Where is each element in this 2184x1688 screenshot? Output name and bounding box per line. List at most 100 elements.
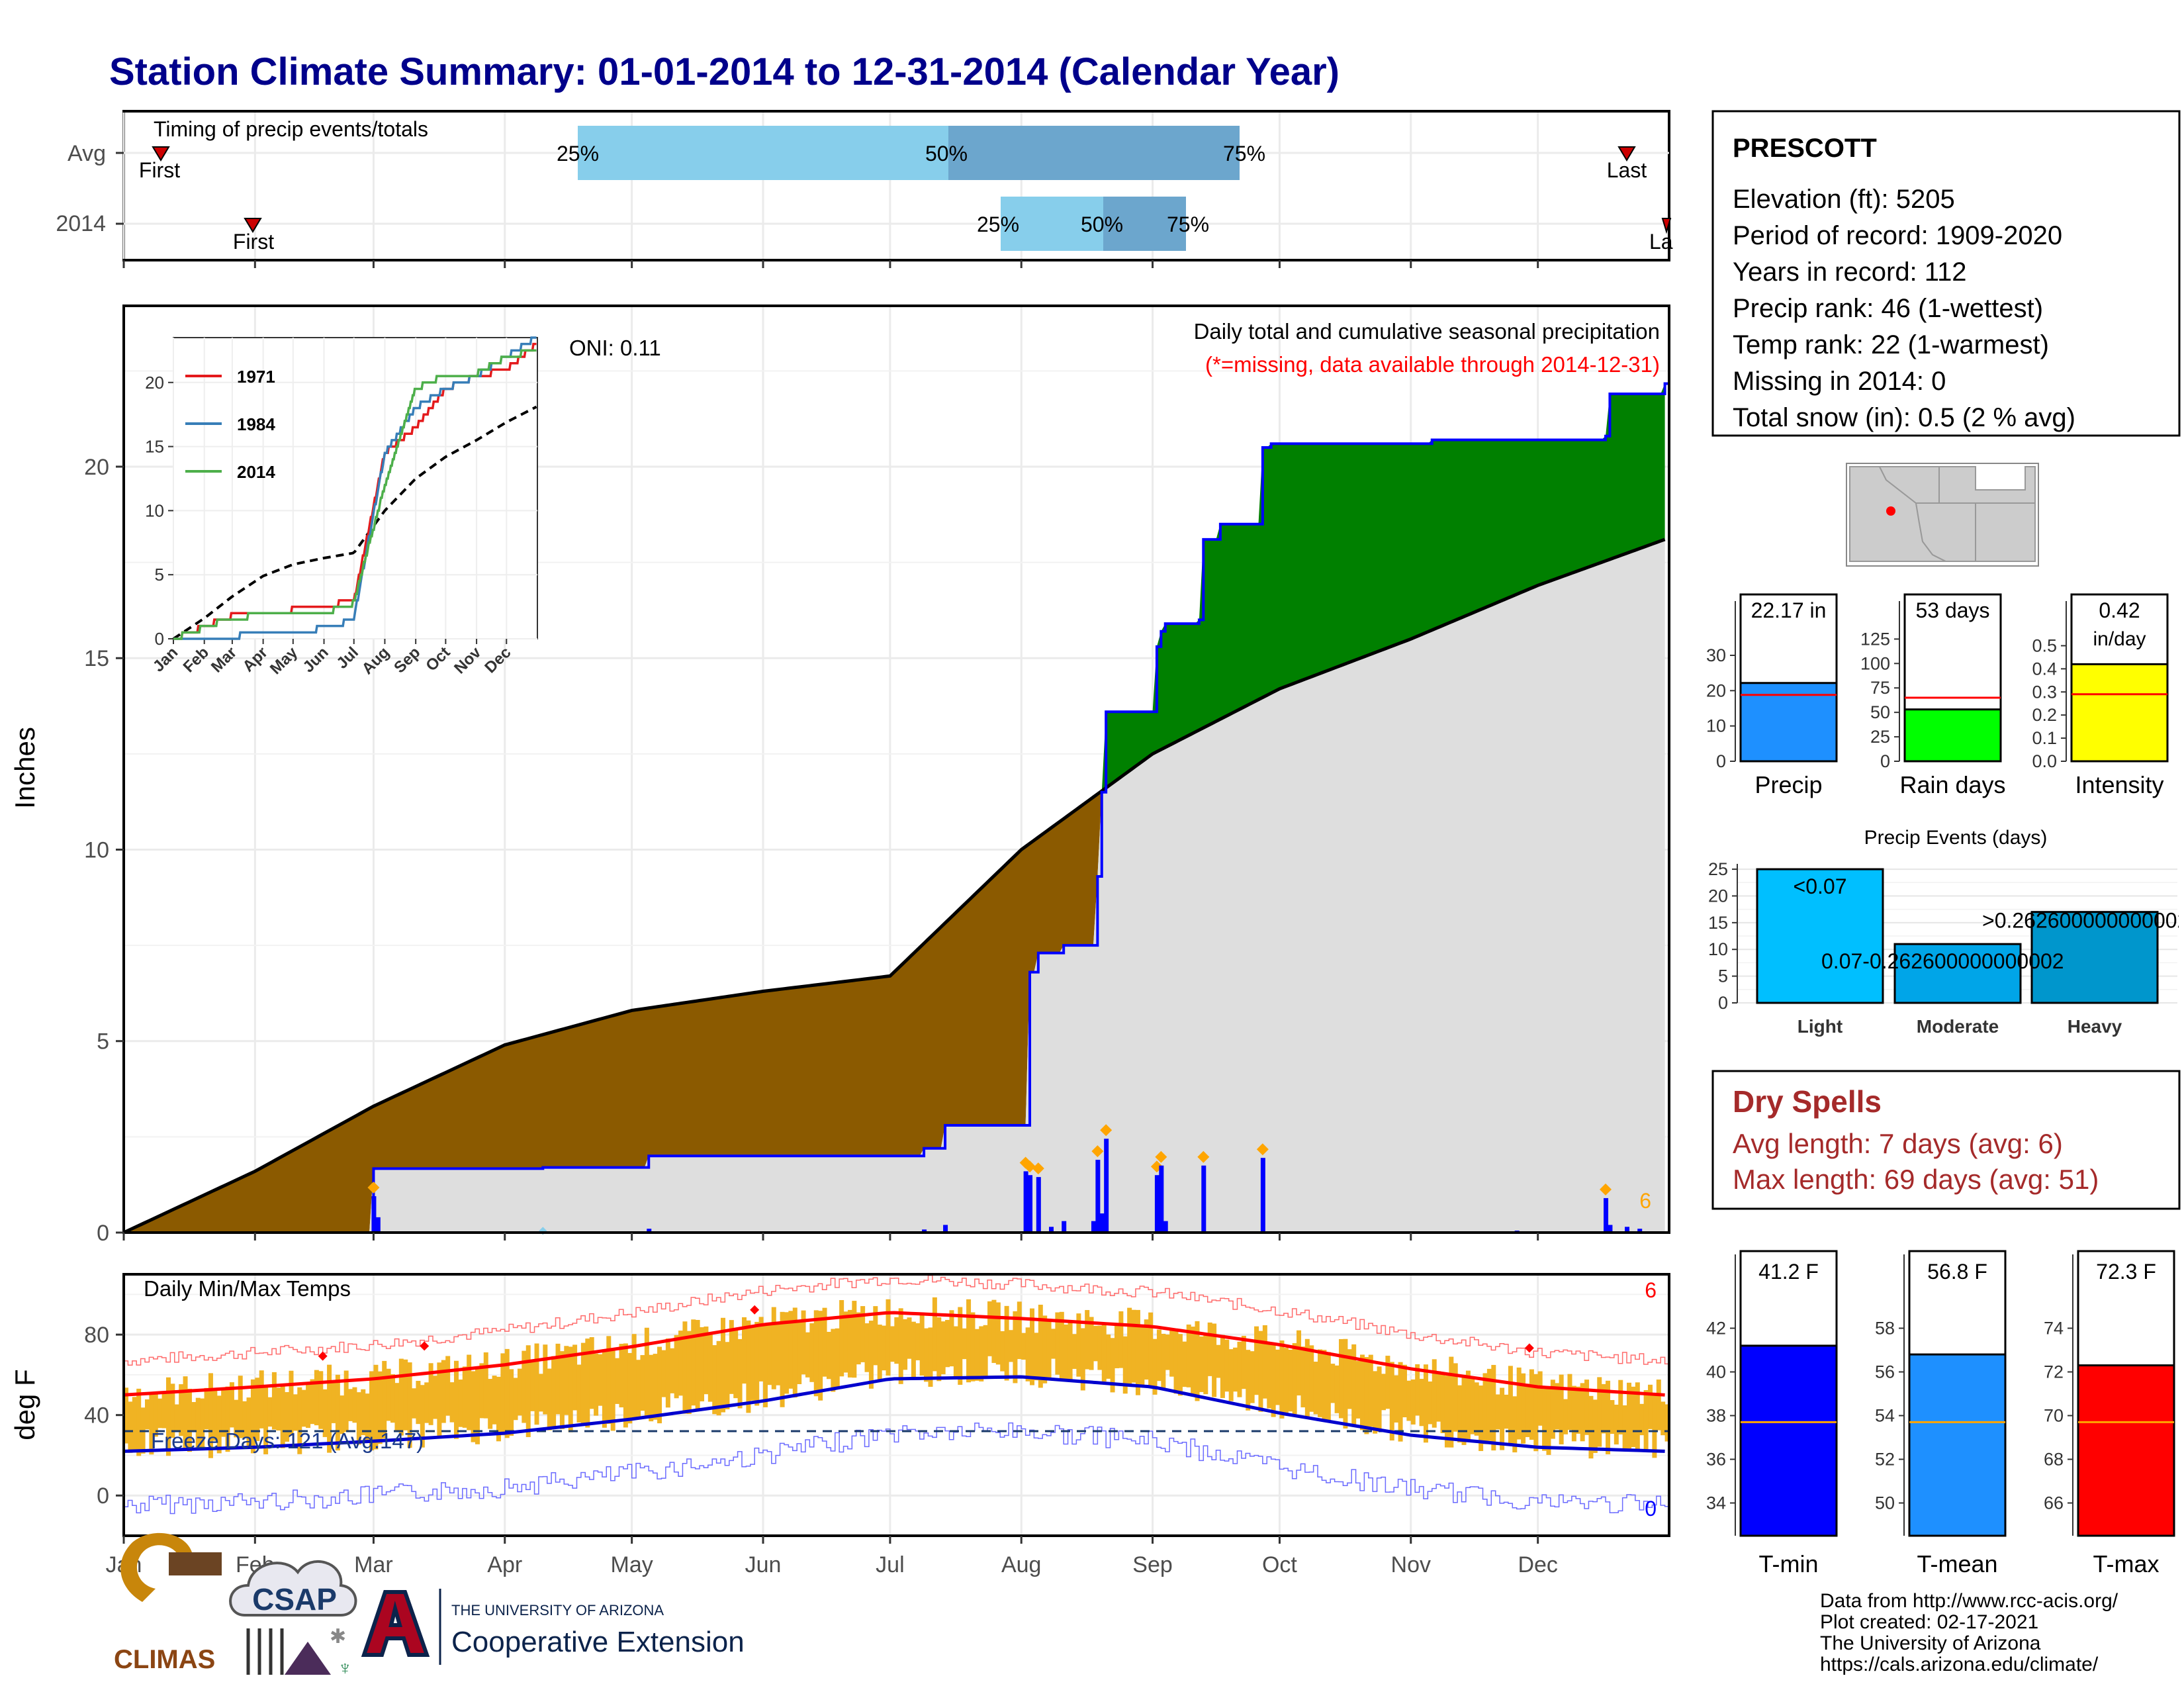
mini-ytick-label: 50 bbox=[1870, 702, 1890, 722]
mini-value: 53 days bbox=[1915, 598, 1989, 622]
precip-ytick-label: 10 bbox=[84, 837, 109, 863]
temp-daily-bar bbox=[1398, 1362, 1403, 1442]
temp-daily-bar bbox=[153, 1392, 158, 1437]
temp-daily-bar bbox=[649, 1354, 654, 1422]
temp-daily-bar bbox=[369, 1371, 375, 1451]
temp-daily-bar bbox=[496, 1376, 501, 1442]
temp-daily-bar bbox=[208, 1373, 213, 1458]
temp-daily-bar bbox=[1643, 1390, 1649, 1450]
temp-record-min-line bbox=[124, 1422, 1669, 1515]
temp-daily-bar bbox=[1241, 1335, 1246, 1389]
temp-daily-bar bbox=[767, 1323, 772, 1385]
timing-2014-q50: 50% bbox=[1081, 212, 1123, 236]
temp-daily-bar bbox=[314, 1370, 319, 1426]
temp-daily-bar bbox=[691, 1319, 696, 1406]
temp-daily-bar bbox=[686, 1331, 692, 1415]
temp-daily-bar bbox=[915, 1323, 921, 1360]
temp-daily-bar bbox=[1000, 1331, 1005, 1372]
temp-daily-bar bbox=[356, 1392, 361, 1445]
temp-daily-bar bbox=[1071, 1334, 1077, 1369]
temp-daily-bar bbox=[945, 1319, 950, 1368]
temp-daily-bar bbox=[1436, 1371, 1441, 1422]
temp-daily-bar bbox=[492, 1376, 497, 1425]
precip-daily-bar bbox=[1023, 1171, 1028, 1233]
temp-daily-bar bbox=[1555, 1383, 1560, 1430]
temp-daily-bar bbox=[746, 1320, 751, 1413]
temp-daily-bar bbox=[1486, 1368, 1492, 1441]
csap-rain bbox=[246, 1628, 284, 1675]
tbar-ytick-label: 40 bbox=[1706, 1362, 1726, 1382]
temp-daily-bar bbox=[522, 1350, 527, 1423]
temp-daily-bar bbox=[636, 1360, 641, 1417]
temp-daily-bar bbox=[1013, 1311, 1018, 1383]
temp-daily-bar bbox=[576, 1364, 582, 1423]
temp-daily-bar bbox=[962, 1328, 967, 1360]
temp-daily-bar bbox=[398, 1358, 404, 1436]
temp-daily-bar bbox=[1334, 1365, 1340, 1413]
temp-daily-bar bbox=[594, 1353, 599, 1416]
temp-daily-bar bbox=[670, 1348, 675, 1393]
footer-line-4: https://cals.arizona.edu/climate/ bbox=[1820, 1654, 2099, 1675]
temp-daily-bar bbox=[1275, 1349, 1281, 1405]
temp-daily-bar bbox=[695, 1319, 700, 1410]
temp-daily-bar bbox=[580, 1342, 586, 1426]
month-label-oct: Oct bbox=[1262, 1552, 1297, 1577]
temp-daily-bar bbox=[882, 1325, 887, 1371]
precip-ytick-label: 15 bbox=[84, 646, 109, 671]
temp-daily-bar bbox=[204, 1387, 209, 1430]
temp-daily-bar bbox=[974, 1329, 979, 1381]
events-label-moderate: 0.07-0.262600000000002 bbox=[1821, 949, 2064, 973]
temp-daily-bar bbox=[1546, 1388, 1551, 1455]
temp-ytick-label: 40 bbox=[84, 1403, 109, 1429]
temp-record-max-line bbox=[124, 1274, 1669, 1366]
temp-daily-bar bbox=[1355, 1361, 1361, 1419]
month-label-apr: Apr bbox=[487, 1552, 522, 1577]
temp-daily-bar bbox=[1381, 1374, 1386, 1411]
temp-daily-bar bbox=[534, 1343, 539, 1425]
temp-daily-bar bbox=[831, 1329, 836, 1392]
tbar-ytick-label: 34 bbox=[1706, 1493, 1726, 1513]
temp-daily-bar bbox=[983, 1325, 988, 1378]
climas-block bbox=[169, 1552, 222, 1575]
temp-daily-bar bbox=[1233, 1347, 1238, 1392]
temp-panel-frame bbox=[122, 1273, 1670, 1537]
temp-record-marker bbox=[420, 1341, 430, 1351]
temp-daily-bar bbox=[623, 1343, 628, 1428]
temp-daily-bar bbox=[229, 1382, 234, 1428]
temp-daily-bar bbox=[1351, 1344, 1357, 1427]
timing-avg-q50: 50% bbox=[925, 142, 968, 165]
temp-daily-bar bbox=[382, 1360, 387, 1439]
temp-daily-bar bbox=[1559, 1374, 1564, 1444]
temp-daily-bar bbox=[847, 1309, 852, 1378]
csap-snow-icon: ✱ bbox=[330, 1626, 346, 1648]
temp-daily-bar bbox=[280, 1385, 285, 1448]
temp-daily-bar bbox=[1592, 1399, 1598, 1453]
temp-daily-bar bbox=[306, 1382, 311, 1429]
precip-ytick-label: 20 bbox=[84, 455, 109, 480]
temp-daily-bar bbox=[1110, 1338, 1115, 1393]
inset-legend: 1971 1984 2014 bbox=[185, 367, 275, 482]
temp-daily-bar bbox=[809, 1323, 815, 1382]
temp-daily-bar bbox=[970, 1312, 976, 1382]
precip-daily-bar bbox=[1625, 1227, 1630, 1233]
station-missing: Missing in 2014: 0 bbox=[1733, 367, 1946, 396]
temp-daily-bar bbox=[530, 1360, 535, 1411]
station-period: Period of record: 1909-2020 bbox=[1733, 221, 2062, 250]
temp-daily-bar bbox=[1267, 1342, 1272, 1409]
temp-daily-bar bbox=[195, 1397, 201, 1448]
inset-ytick-label: 15 bbox=[145, 437, 164, 457]
temp-daily-bar bbox=[742, 1317, 747, 1384]
temp-daily-bar bbox=[700, 1327, 705, 1402]
csap-text: CSAP bbox=[252, 1582, 337, 1617]
mini-bar-rain-days bbox=[1903, 708, 2002, 763]
temp-daily-bar bbox=[924, 1328, 929, 1382]
temp-bar-charts: 34 36 38 40 42 41.2 F T-min 50 52 54 56 58 56.8 F T-m… bbox=[1706, 1250, 2175, 1577]
page-title: Station Climate Summary: 01-01-2014 to 1… bbox=[109, 50, 1340, 93]
temp-daily-bar bbox=[1122, 1336, 1128, 1394]
temp-daily-bar bbox=[1182, 1341, 1187, 1387]
temp-daily-bar bbox=[255, 1378, 260, 1441]
temp-daily-bar bbox=[327, 1364, 332, 1453]
temp-daily-bar bbox=[179, 1384, 184, 1436]
temp-daily-bar bbox=[1504, 1394, 1509, 1429]
temp-daily-bar bbox=[1085, 1310, 1090, 1370]
